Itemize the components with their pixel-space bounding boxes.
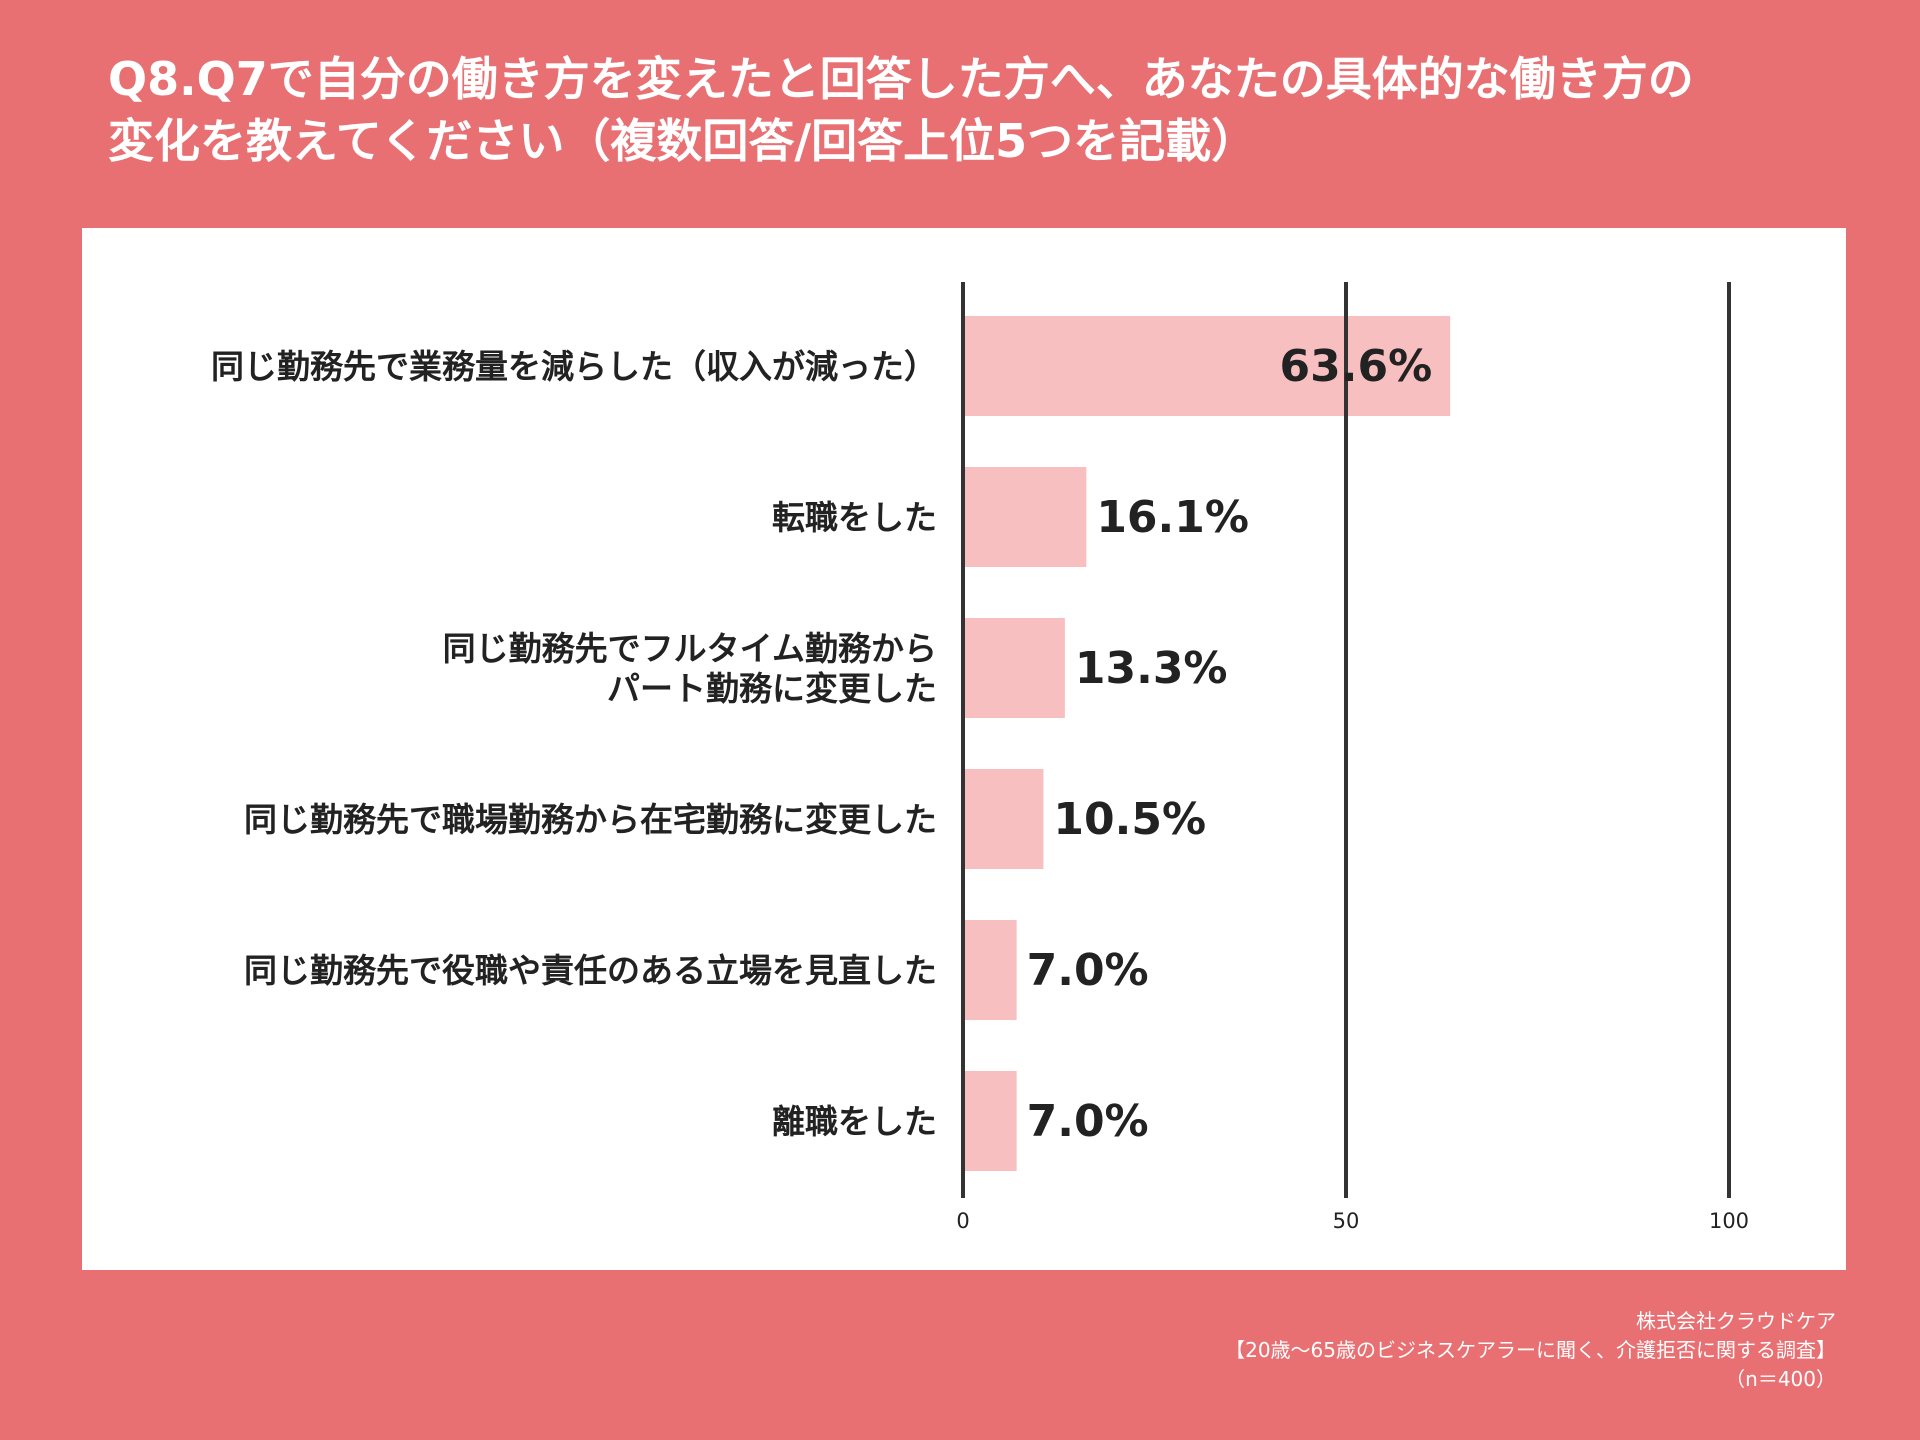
category-label-2-line-1: パート勤務に変更した xyxy=(607,669,937,708)
value-label-0: 63.6% xyxy=(1280,341,1433,392)
category-label-1: 転職をした xyxy=(772,498,937,537)
bar-0 xyxy=(963,316,1451,416)
category-label-4-line-0: 同じ勤務先で役職や責任のある立場を見直した xyxy=(244,951,937,990)
sample-size: （n＝400） xyxy=(1725,1367,1836,1391)
x-tick-label-50: 50 xyxy=(1333,1209,1360,1233)
value-label-1: 16.1% xyxy=(1096,492,1249,543)
company-name: 株式会社クラウドケア xyxy=(1636,1309,1836,1333)
value-label-4: 7.0% xyxy=(1027,945,1149,996)
category-label-2: 同じ勤務先でフルタイム勤務からパート勤務に変更した xyxy=(443,629,937,708)
category-label-2-line-0: 同じ勤務先でフルタイム勤務から xyxy=(443,629,937,668)
bar-1 xyxy=(963,467,1087,567)
category-label-1-line-0: 転職をした xyxy=(772,498,937,537)
category-label-3-line-0: 同じ勤務先で職場勤務から在宅勤務に変更した xyxy=(244,800,937,839)
x-tick-label-100: 100 xyxy=(1709,1209,1749,1233)
category-label-0: 同じ勤務先で業務量を減らした（収入が減った） xyxy=(211,347,937,386)
x-tick-label-0: 0 xyxy=(956,1209,969,1233)
category-label-5-line-0: 離職をした xyxy=(772,1102,937,1141)
bar-2 xyxy=(963,618,1065,718)
value-label-2: 13.3% xyxy=(1075,643,1228,694)
chart-title-line-1: Q8.Q7で自分の働き方を変えたと回答した方へ、あなたの具体的な働き方の xyxy=(108,52,1694,106)
value-label-5: 7.0% xyxy=(1027,1096,1149,1147)
value-label-3: 10.5% xyxy=(1053,794,1206,845)
bar-3 xyxy=(963,769,1044,869)
category-label-0-line-0: 同じ勤務先で業務量を減らした（収入が減った） xyxy=(211,347,937,386)
category-label-4: 同じ勤務先で役職や責任のある立場を見直した xyxy=(244,951,937,990)
chart-title: Q8.Q7で自分の働き方を変えたと回答した方へ、あなたの具体的な働き方の 変化を… xyxy=(108,48,1828,172)
bar-4 xyxy=(963,920,1017,1020)
chart-title-line-2: 変化を教えてください（複数回答/回答上位5つを記載） xyxy=(108,114,1258,168)
survey-name: 【20歳〜65歳のビジネスケアラーに聞く、介護拒否に関する調査】 xyxy=(1225,1338,1836,1362)
category-label-3: 同じ勤務先で職場勤務から在宅勤務に変更した xyxy=(244,800,937,839)
source-footer: 株式会社クラウドケア 【20歳〜65歳のビジネスケアラーに聞く、介護拒否に関する… xyxy=(1225,1307,1836,1394)
category-label-5: 離職をした xyxy=(772,1102,937,1141)
chart-panel: 0 50 100 同じ勤務先で業務量を減らした（収入が減った） 63.6% 転職をした 16… xyxy=(82,228,1846,1270)
bar-5 xyxy=(963,1071,1017,1171)
bar-chart: 0 50 100 同じ勤務先で業務量を減らした（収入が減った） 63.6% 転職をした 16… xyxy=(211,282,1749,1233)
